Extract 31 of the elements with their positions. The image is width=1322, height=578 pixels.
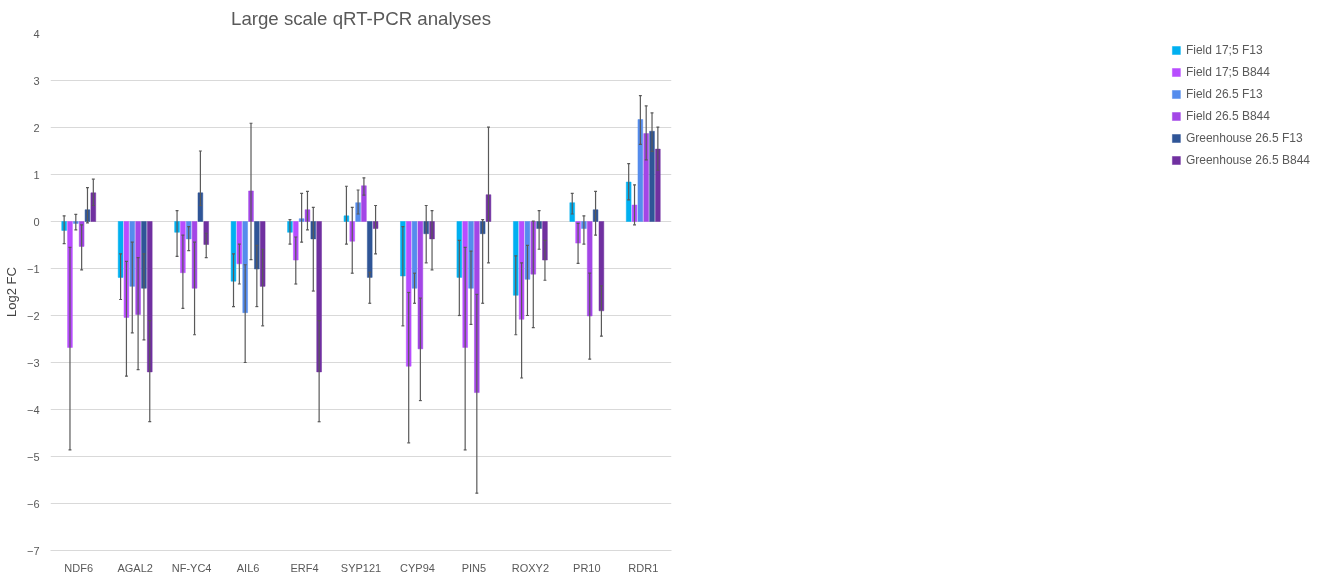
x-tick-label: CYP94 (400, 561, 435, 574)
legend-label: Field 17;5 B844 (1185, 65, 1270, 79)
y-tick-label: −1 (26, 262, 40, 275)
x-tick-label: AGAL2 (117, 561, 153, 574)
y-tick-label: 0 (33, 215, 40, 228)
y-axis-title: Log2 FC (3, 267, 19, 317)
y-tick-label: 4 (33, 27, 40, 40)
y-tick-label: −2 (26, 309, 40, 322)
legend-label: Field 26.5 F13 (1185, 87, 1263, 101)
x-tick-label: NF-YC4 (171, 561, 212, 574)
legend-label: Field 26.5 B844 (1185, 109, 1270, 123)
y-tick-label: −6 (26, 497, 40, 510)
chart-title: Large scale qRT-PCR analyses (231, 7, 491, 29)
x-tick-label: PR10 (573, 561, 601, 574)
legend-label: Greenhouse 26.5 F13 (1185, 131, 1303, 145)
y-tick-label: −7 (26, 544, 40, 557)
y-tick-label: −3 (26, 356, 40, 369)
y-tick-label: 3 (33, 74, 40, 87)
x-tick-label: PIN5 (461, 561, 487, 574)
legend-label: Greenhouse 26.5 B844 (1185, 153, 1310, 167)
x-tick-label: AIL6 (236, 561, 260, 574)
y-tick-label: 2 (33, 121, 40, 134)
x-tick-label: ROXY2 (511, 561, 550, 574)
legend-label: Field 17;5 F13 (1185, 43, 1263, 57)
y-tick-label: −5 (26, 450, 40, 463)
x-tick-label: SYP121 (340, 561, 382, 574)
y-tick-label: 1 (33, 168, 40, 181)
x-tick-label: NDF6 (64, 561, 94, 574)
x-tick-label: ERF4 (290, 561, 319, 574)
x-tick-label: RDR1 (628, 561, 659, 574)
y-tick-label: −4 (26, 403, 40, 416)
